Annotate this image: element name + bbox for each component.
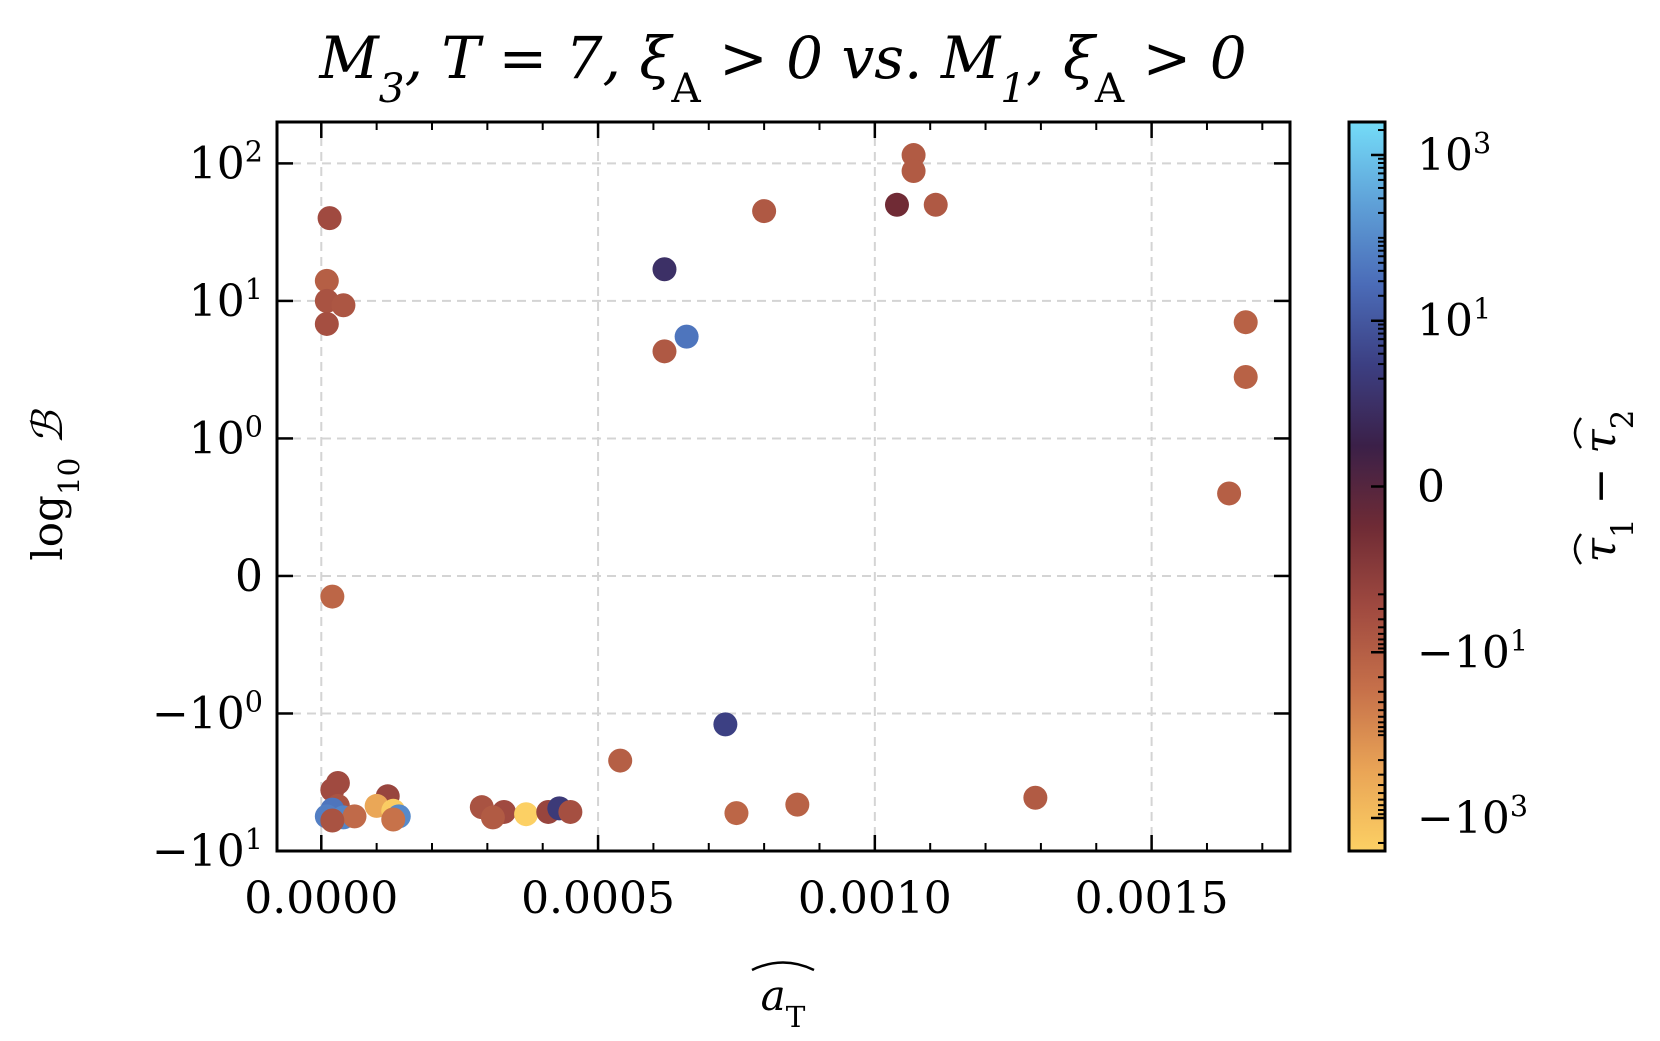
y-tick-label: 100: [189, 409, 263, 464]
x-axis-label-hat: [751, 961, 815, 972]
data-point: [923, 192, 948, 217]
y-tick-label: −100: [152, 684, 263, 739]
data-point: [558, 799, 583, 824]
y-axis-label: log10 ℬ: [23, 408, 86, 560]
x-axis-label: aT: [761, 971, 806, 1034]
y-axis-ticks: 102 101 100 0 −100 −101: [152, 134, 1290, 877]
data-point: [480, 805, 505, 830]
data-point: [314, 268, 339, 293]
data-point: [1217, 481, 1242, 506]
data-point: [652, 257, 677, 282]
y-tick-label: 0: [235, 551, 263, 602]
y-tick-label: 102: [189, 134, 263, 189]
data-point: [1023, 785, 1048, 810]
data-point: [724, 801, 749, 826]
data-point: [1233, 310, 1258, 335]
data-point: [342, 804, 367, 829]
colorbar-tick-label: 101: [1417, 292, 1491, 347]
data-point: [317, 206, 342, 231]
x-tick-label: 0.0015: [1075, 873, 1229, 924]
data-point: [331, 293, 356, 318]
data-point: [314, 311, 339, 336]
grid-lines: [277, 122, 1290, 852]
colorbar-tick-label: −103: [1417, 789, 1528, 844]
svg-text:τ1 − τ2: τ1 − τ2: [1575, 410, 1641, 563]
x-axis-ticks: 0.0000 0.0005 0.0010 0.0015: [244, 122, 1264, 924]
data-point: [884, 192, 909, 217]
data-point: [514, 802, 539, 827]
data-point: [320, 584, 345, 609]
data-point: [608, 748, 633, 773]
chart-title: M3, T = 7, ξA > 0 vs. M1, ξA > 0: [318, 24, 1246, 112]
data-points: [314, 143, 1258, 833]
plot-frame: [275, 120, 1292, 853]
x-tick-label: 0.0000: [244, 873, 398, 924]
data-point: [752, 199, 777, 224]
data-point: [713, 712, 738, 737]
data-point: [785, 792, 810, 817]
data-point: [674, 324, 699, 349]
data-point: [320, 808, 345, 833]
colorbar-tick-label: 103: [1417, 126, 1491, 181]
colorbar-tick-label: 0: [1417, 462, 1445, 513]
y-tick-label: 101: [189, 272, 263, 327]
data-point: [1233, 364, 1258, 389]
data-point: [901, 159, 926, 184]
colorbar-tick-label: −101: [1417, 623, 1528, 678]
colorbar-label: τ1 − τ2: [1573, 410, 1641, 565]
y-tick-label: −101: [152, 822, 263, 877]
x-tick-label: 0.0005: [521, 873, 675, 924]
x-tick-label: 0.0010: [798, 873, 952, 924]
data-point: [381, 807, 406, 832]
colorbar-ticks: 103 101 0 −101 −103: [1371, 126, 1528, 844]
data-point: [652, 339, 677, 364]
